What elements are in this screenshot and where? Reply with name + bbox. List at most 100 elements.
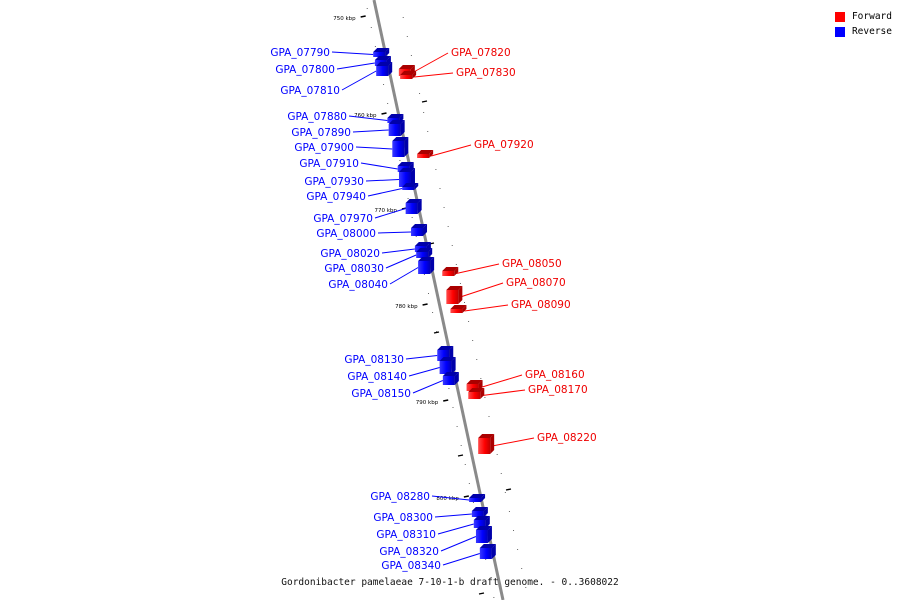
scale-dash <box>433 331 440 334</box>
reverse-gene-leader <box>389 267 419 285</box>
reverse-gene-glyph-front-face <box>418 261 431 274</box>
reverse-gene-label[interactable]: GPA_07880 <box>287 111 347 123</box>
reverse-gene-leader <box>377 231 412 234</box>
legend-item-forward: Forward <box>834 9 892 24</box>
reverse-gene-glyph-front-face <box>439 361 452 374</box>
reverse-gene-label[interactable]: GPA_08150 <box>351 388 411 400</box>
reverse-gene-label[interactable]: GPA_08320 <box>379 546 439 558</box>
reverse-gene-label[interactable]: GPA_08140 <box>347 371 407 383</box>
reverse-gene-glyph-side-face <box>487 526 492 543</box>
reverse-gene-glyph[interactable] <box>479 544 496 559</box>
reverse-gene-label[interactable]: GPA_08000 <box>316 228 376 240</box>
reverse-gene-label[interactable]: GPA_08020 <box>320 248 380 260</box>
reverse-gene-label[interactable]: GPA_07900 <box>294 142 354 154</box>
forward-gene-leader <box>482 389 526 396</box>
reverse-gene-label[interactable]: GPA_08310 <box>376 529 436 541</box>
reverse-gene-label[interactable]: GPA_07790 <box>270 47 330 59</box>
forward-gene-label[interactable]: GPA_07830 <box>456 67 516 79</box>
reverse-gene-glyph[interactable] <box>475 526 492 543</box>
reverse-gene-label[interactable]: GPA_07930 <box>304 176 364 188</box>
reverse-gene-label[interactable]: GPA_07940 <box>306 191 366 203</box>
forward-gene-glyph-top-face <box>398 65 415 69</box>
forward-gene-label[interactable]: GPA_08160 <box>525 369 585 381</box>
forward-gene-glyph[interactable] <box>446 286 463 304</box>
forward-gene-glyph[interactable] <box>450 305 467 313</box>
reverse-gene-glyph-top-face <box>376 62 393 66</box>
reverse-gene-label[interactable]: GPA_07970 <box>313 213 373 225</box>
reverse-gene-glyph[interactable] <box>473 516 490 528</box>
reverse-gene-glyph[interactable] <box>402 183 419 190</box>
forward-gene-label[interactable]: GPA_08090 <box>511 299 571 311</box>
reverse-gene-glyph-front-face <box>469 498 482 502</box>
forward-gene-label[interactable]: GPA_08070 <box>506 277 566 289</box>
forward-gene-glyph[interactable] <box>417 150 434 158</box>
reverse-gene-label[interactable]: GPA_07800 <box>275 64 335 76</box>
reverse-gene-glyph[interactable] <box>388 120 405 136</box>
reverse-gene-glyph-front-face <box>442 376 455 385</box>
reverse-gene-label[interactable]: GPA_08280 <box>370 491 430 503</box>
reverse-gene-glyph-top-face <box>388 120 405 124</box>
reverse-gene-glyph[interactable] <box>439 357 456 374</box>
reverse-gene-glyph-side-face <box>485 516 490 528</box>
forward-gene-label[interactable]: GPA_08220 <box>537 432 597 444</box>
scale-dash <box>505 488 512 491</box>
forward-gene-glyph[interactable] <box>478 434 495 454</box>
legend-label-forward: Forward <box>851 11 892 22</box>
forward-gene-leader <box>464 304 509 312</box>
kbp-tick-label: 780 kbp <box>395 304 418 310</box>
forward-gene-glyph-top-face <box>468 388 485 392</box>
reverse-gene-label[interactable]: GPA_07910 <box>299 158 359 170</box>
reverse-gene-glyph[interactable] <box>469 494 486 502</box>
forward-gene-label[interactable]: GPA_08170 <box>528 384 588 396</box>
reverse-gene-glyph[interactable] <box>405 199 422 214</box>
reverse-gene-glyph-top-face <box>473 516 490 520</box>
forward-gene-glyph-top-face <box>442 267 459 271</box>
reverse-gene-leader <box>408 367 440 377</box>
forward-gene-label[interactable]: GPA_07920 <box>474 139 534 151</box>
forward-swatch <box>834 11 845 22</box>
scale-dash <box>421 100 428 103</box>
forward-gene-glyph-top-face <box>446 286 463 290</box>
reverse-gene-glyph[interactable] <box>442 372 459 385</box>
reverse-gene-glyph[interactable] <box>416 248 433 258</box>
kbp-tick-label: 800 kbp <box>436 496 459 502</box>
reverse-gene-glyph-front-face <box>473 520 486 528</box>
forward-gene-glyph[interactable] <box>468 388 485 399</box>
reverse-gene-label[interactable]: GPA_07890 <box>291 127 351 139</box>
forward-gene-label[interactable]: GPA_07820 <box>451 47 511 59</box>
reverse-gene-glyph-side-face <box>481 494 486 502</box>
forward-gene-glyph-top-face <box>400 71 417 75</box>
reverse-gene-glyph-top-face <box>411 224 428 228</box>
forward-gene-glyph[interactable] <box>400 71 417 79</box>
kbp-tick-label: 790 kbp <box>416 400 439 406</box>
kbp-tick <box>422 303 428 306</box>
reverse-gene-glyph-top-face <box>387 114 404 118</box>
reverse-gene-glyph-top-face <box>418 257 435 261</box>
reverse-gene-label[interactable]: GPA_08300 <box>373 512 433 524</box>
reverse-gene-leader <box>405 355 438 360</box>
reverse-gene-label[interactable]: GPA_07810 <box>280 85 340 97</box>
reverse-gene-leader <box>352 129 389 133</box>
reverse-gene-glyph-front-face <box>402 187 415 190</box>
reverse-gene-glyph-side-face <box>388 62 393 76</box>
legend-item-reverse: Reverse <box>834 24 892 39</box>
reverse-gene-glyph[interactable] <box>376 62 393 76</box>
reverse-gene-leader <box>437 523 474 535</box>
reverse-gene-glyph[interactable] <box>471 507 488 517</box>
reverse-gene-label[interactable]: GPA_08340 <box>381 560 441 572</box>
forward-gene-glyph-front-face <box>450 309 463 313</box>
reverse-gene-glyph[interactable] <box>373 48 390 57</box>
reverse-gene-label[interactable]: GPA_08040 <box>328 279 388 291</box>
reverse-gene-glyph[interactable] <box>392 137 409 157</box>
reverse-gene-label[interactable]: GPA_08130 <box>344 354 404 366</box>
forward-gene-glyph[interactable] <box>442 267 459 276</box>
reverse-gene-glyph-top-face <box>405 199 422 203</box>
genome-caption: Gordonibacter pamelaeae 7-10-1-b draft g… <box>281 577 619 588</box>
reverse-gene-label[interactable]: GPA_08030 <box>324 263 384 275</box>
reverse-gene-glyph-side-face <box>454 372 459 385</box>
legend-label-reverse: Reverse <box>851 26 892 37</box>
reverse-gene-glyph[interactable] <box>418 257 435 274</box>
forward-gene-label[interactable]: GPA_08050 <box>502 258 562 270</box>
reverse-gene-leader <box>365 179 400 182</box>
reverse-gene-glyph[interactable] <box>411 224 428 236</box>
